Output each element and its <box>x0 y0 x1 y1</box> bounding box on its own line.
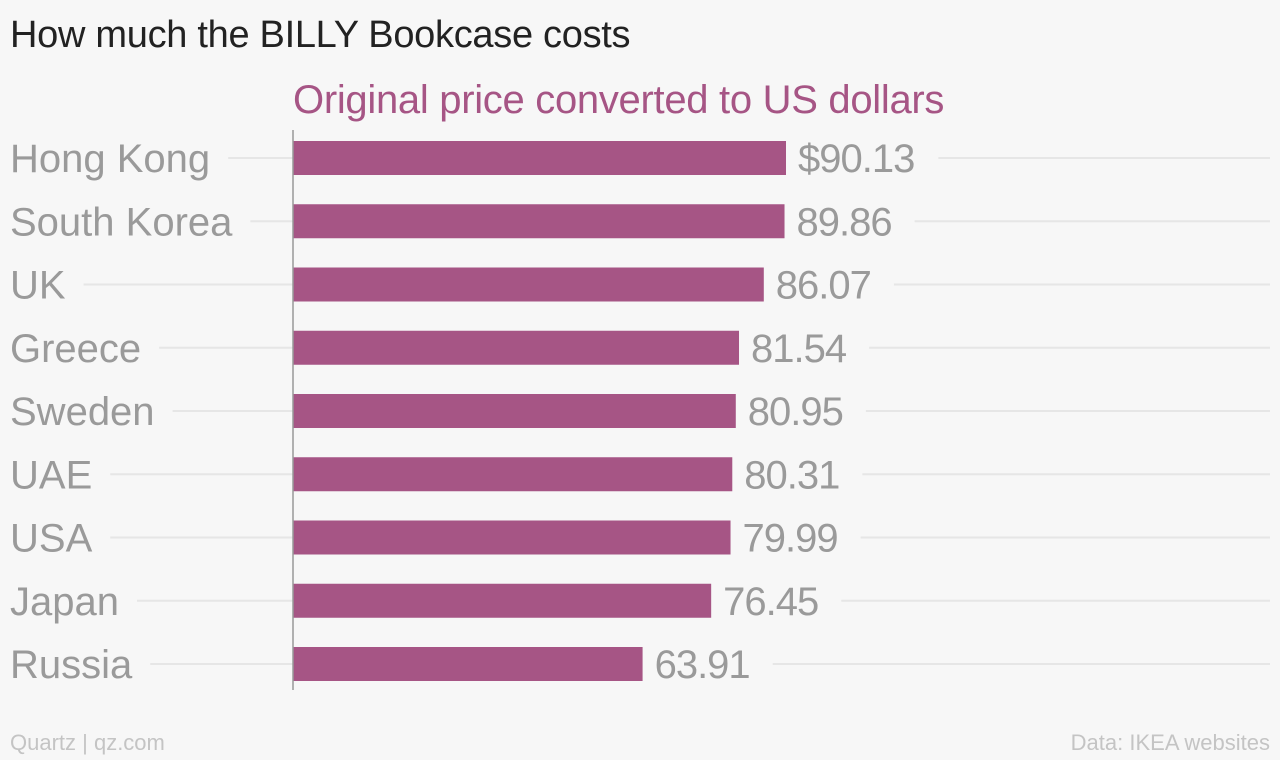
bar <box>293 394 736 428</box>
chart-subtitle: Original price converted to US dollars <box>293 78 945 122</box>
footer-source: Data: IKEA websites <box>1070 730 1270 755</box>
bar <box>293 141 786 175</box>
value-label: 80.31 <box>744 453 839 497</box>
value-label: 86.07 <box>776 264 871 308</box>
value-label: 80.95 <box>748 390 843 434</box>
chart-title: How much the BILLY Bookcase costs <box>10 14 631 56</box>
bar <box>293 457 733 492</box>
footer-credit: Quartz | qz.com <box>10 730 165 755</box>
value-label: 89.86 <box>797 200 892 244</box>
category-label: Japan <box>10 580 119 624</box>
bar <box>293 520 731 555</box>
bar <box>293 267 764 302</box>
category-label: South Korea <box>10 200 233 244</box>
value-label: $90.13 <box>798 137 914 181</box>
value-label: 63.91 <box>655 643 750 687</box>
category-label: Greece <box>10 327 141 371</box>
category-label: Russia <box>10 643 133 687</box>
category-label: USA <box>10 517 93 561</box>
bar <box>293 204 785 239</box>
value-label: 76.45 <box>723 580 818 624</box>
category-label: UK <box>10 264 66 308</box>
bar <box>293 583 712 618</box>
value-label: 79.99 <box>743 517 838 561</box>
category-label: Hong Kong <box>10 137 210 181</box>
category-label: UAE <box>10 453 92 497</box>
bar <box>293 647 643 681</box>
value-label: 81.54 <box>751 327 847 371</box>
bar <box>293 330 740 365</box>
category-label: Sweden <box>10 390 155 434</box>
